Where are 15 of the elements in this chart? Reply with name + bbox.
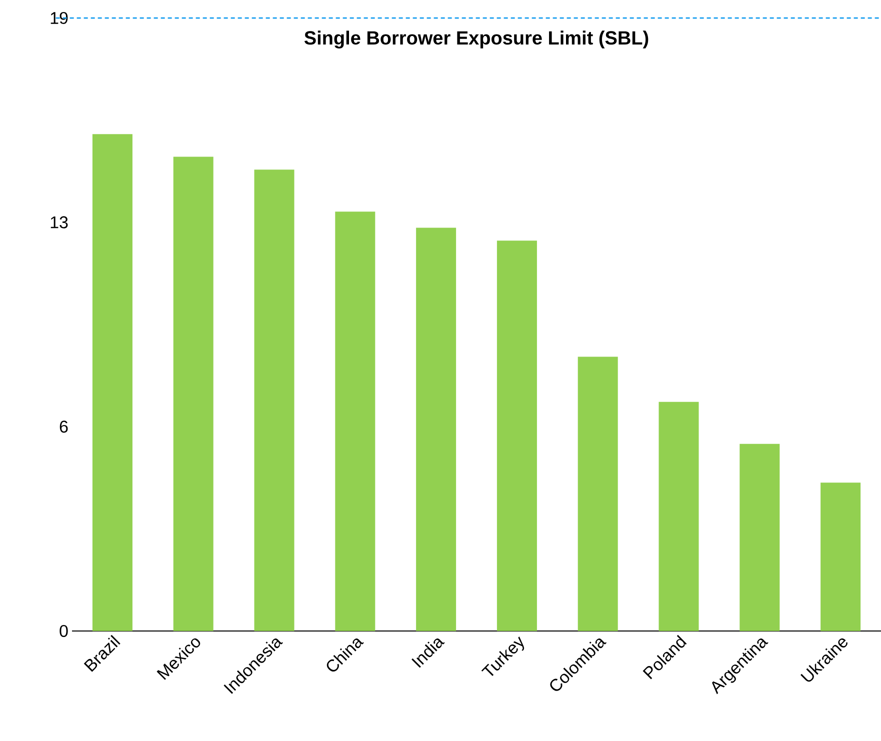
bar xyxy=(496,240,537,631)
y-tick-label: 13 xyxy=(50,216,68,228)
y-tick-label: 0 xyxy=(60,624,68,638)
bar xyxy=(416,228,456,631)
text: Single Borrower Exposure Limit (SBL) xyxy=(304,30,648,48)
bar xyxy=(335,212,376,631)
bar xyxy=(578,356,618,631)
bar xyxy=(254,170,294,631)
bar xyxy=(658,402,699,631)
bar xyxy=(740,444,780,631)
bar xyxy=(173,156,214,631)
y-tick-label: 6 xyxy=(60,420,68,433)
bar xyxy=(820,482,861,631)
y-tick-label: 19 xyxy=(50,12,68,24)
bar xyxy=(92,134,132,631)
